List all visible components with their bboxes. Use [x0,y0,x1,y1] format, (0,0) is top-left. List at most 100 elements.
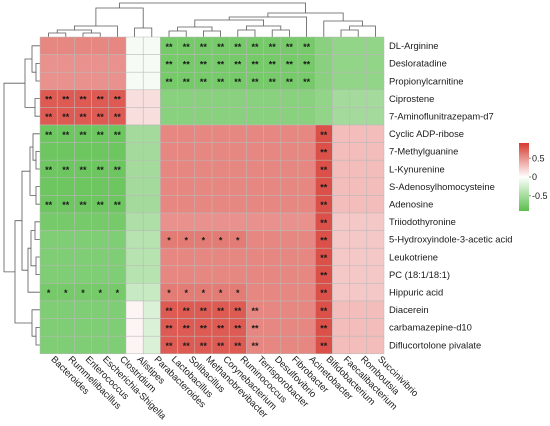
heatmap-cell [263,212,282,231]
dendrogram-branch [56,29,92,33]
heatmap-cell [91,212,110,231]
heatmap-cell [211,89,230,108]
significance-mark: ** [320,341,328,351]
heatmap-cell [349,283,368,302]
heatmap-cell [263,283,282,302]
heatmap-cell [366,318,385,337]
significance-mark: ** [320,235,328,245]
heatmap-cell [297,318,316,337]
heatmap-cell [160,159,178,179]
significance-mark: * [202,288,206,298]
heatmap-cell [56,212,75,231]
heatmap-cell [177,177,196,196]
heatmap-cell [142,247,161,267]
heatmap-cell [332,89,350,108]
significance-mark: ** [114,200,122,210]
heatmap-cell [228,142,247,161]
heatmap-cell [39,335,58,355]
row-label: 7-Methylguanine [389,146,458,157]
heatmap-cell [142,54,161,73]
heatmap-cell [56,265,75,284]
significance-mark: ** [114,165,122,175]
heatmap-cell [142,36,161,55]
significance-mark: ** [251,59,259,69]
heatmap-cell [228,89,247,108]
heatmap-cell [160,107,178,126]
heatmap-cell [332,230,350,249]
heatmap-cell [263,300,282,319]
heatmap-cell [142,89,161,108]
heatmap-cell [366,335,385,355]
significance-mark: ** [217,323,225,333]
heatmap-cell [332,71,350,91]
significance-mark: ** [97,165,105,175]
heatmap-cell [332,142,350,161]
heatmap-cell [297,300,316,319]
significance-mark: ** [200,59,208,69]
heatmap-cell [125,265,144,284]
heatmap-cell [366,300,385,319]
heatmap-cell [142,159,161,179]
heatmap-cell [332,247,350,267]
heatmap-cell [349,89,368,108]
heatmap-cell [280,142,299,161]
significance-mark: ** [183,306,191,316]
heatmap-cell [263,177,282,196]
column-dendrogram [48,2,376,37]
dendrogram-branch [21,170,30,271]
heatmap-cell [125,318,144,337]
heatmap-cell [108,142,127,161]
row-label: carbamazepine-d10 [389,322,472,333]
significance-mark: ** [320,183,328,193]
heatmap-cell [246,89,264,108]
heatmap-cell [74,142,92,161]
heatmap-cell [297,265,316,284]
legend-tick-label: 0.5 [532,153,545,163]
heatmap-cell [160,195,178,214]
heatmap-cell [108,230,127,249]
significance-mark: * [236,288,240,298]
heatmap-cell [263,159,282,179]
heatmap-cell [108,212,127,231]
heatmap-cell [125,335,144,355]
heatmap-cell [263,107,282,126]
dendrogram-branch [35,186,40,205]
heatmap-cell [74,177,92,196]
color-legend: 0.5 0 -0.5 [519,143,548,211]
heatmap-cell [56,36,75,55]
significance-mark: ** [200,323,208,333]
heatmap-cell [39,36,58,55]
significance-mark: ** [234,77,242,87]
heatmap-cell [297,230,316,249]
heatmap-cell [332,159,350,179]
heatmap-cell [263,230,282,249]
significance-mark: ** [217,341,225,351]
significance-mark: ** [183,42,191,52]
heatmap-cell [263,142,282,161]
heatmap-cell [280,107,299,126]
heatmap-cell [177,212,196,231]
heatmap-cell [297,142,316,161]
significance-mark: ** [217,42,225,52]
heatmap-cell [366,230,385,249]
heatmap-cell [297,177,316,196]
heatmap-cell [246,142,264,161]
row-label: L-Kynurenine [389,163,445,174]
heatmap-cell [177,107,196,126]
heatmap-cell [74,335,92,355]
legend-colorbar [519,143,529,211]
heatmap-cell [332,335,350,355]
heatmap-cell [91,335,110,355]
heatmap-cell [74,36,92,55]
heatmap-cell [332,54,350,73]
heatmap-cell [56,230,75,249]
heatmap-cell [366,195,385,214]
dendrogram-branch [323,20,363,37]
heatmap-cell [194,177,213,196]
heatmap-cell [91,265,110,284]
significance-mark: ** [62,112,70,122]
significance-mark: ** [234,306,242,316]
heatmap-cell [108,300,127,319]
significance-mark: ** [320,200,328,210]
heatmap-cell [246,212,264,231]
